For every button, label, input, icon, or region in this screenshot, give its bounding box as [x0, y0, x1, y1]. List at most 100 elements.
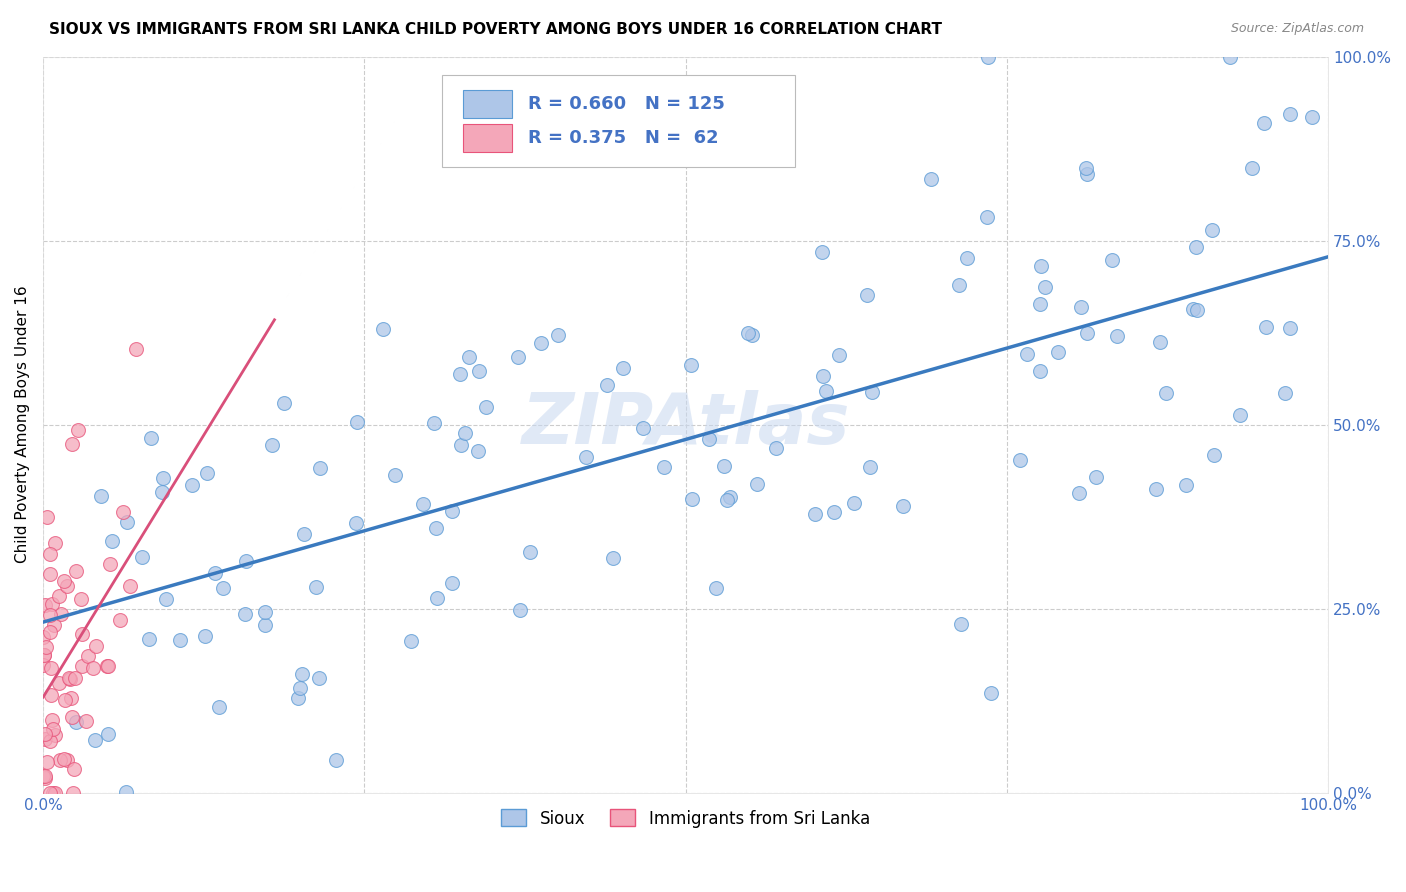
Point — [101, 534, 124, 549]
Point — [70, 659, 93, 673]
Point — [39, 608, 62, 623]
Point — [718, 490, 741, 504]
Point — [765, 441, 787, 455]
Text: Source: ZipAtlas.com: Source: ZipAtlas.com — [1230, 22, 1364, 36]
Point — [842, 496, 865, 510]
Point — [371, 322, 394, 336]
Point — [467, 364, 489, 378]
Point — [1015, 347, 1038, 361]
Point — [287, 690, 309, 705]
Point — [860, 385, 883, 400]
FancyBboxPatch shape — [464, 90, 512, 118]
Point — [1031, 259, 1053, 273]
Point — [39, 786, 62, 800]
Text: R = 0.660   N = 125: R = 0.660 N = 125 — [527, 95, 724, 112]
Point — [41, 598, 63, 612]
Point — [1084, 470, 1107, 484]
Point — [308, 671, 330, 685]
Point — [811, 368, 834, 383]
Point — [48, 589, 70, 603]
Point — [37, 756, 59, 770]
Point — [117, 515, 139, 529]
Point — [425, 521, 447, 535]
Point — [32, 648, 55, 662]
Point — [1010, 452, 1032, 467]
Point — [948, 278, 970, 293]
Point — [1187, 303, 1209, 318]
Point — [346, 415, 368, 429]
Point — [42, 722, 65, 736]
Point — [233, 607, 256, 622]
Point — [1076, 326, 1098, 340]
Point — [426, 591, 449, 605]
Point — [34, 768, 56, 782]
Point — [1202, 448, 1225, 462]
Point — [474, 400, 496, 414]
Point — [1254, 319, 1277, 334]
Point — [399, 633, 422, 648]
Point — [1144, 483, 1167, 497]
Point — [86, 640, 108, 654]
Point — [1067, 485, 1090, 500]
Point — [138, 632, 160, 646]
Point — [859, 459, 882, 474]
Point — [450, 367, 472, 381]
Point — [65, 564, 87, 578]
Point — [82, 661, 104, 675]
Point — [124, 342, 146, 356]
Point — [39, 688, 62, 702]
Point — [152, 471, 174, 485]
Point — [508, 350, 530, 364]
Point — [44, 618, 66, 632]
Point — [1201, 223, 1223, 237]
Point — [208, 700, 231, 714]
Legend: Sioux, Immigrants from Sri Lanka: Sioux, Immigrants from Sri Lanka — [494, 801, 879, 836]
Point — [34, 772, 56, 786]
Point — [204, 566, 226, 581]
FancyBboxPatch shape — [464, 124, 512, 153]
Point — [612, 361, 634, 376]
Point — [169, 633, 191, 648]
Point — [197, 466, 219, 480]
Point — [697, 432, 720, 446]
Text: ZIPAtlas: ZIPAtlas — [522, 390, 849, 459]
Point — [34, 727, 56, 741]
Point — [1076, 167, 1098, 181]
Point — [509, 602, 531, 616]
Point — [53, 751, 76, 765]
Point — [180, 478, 202, 492]
Point — [423, 416, 446, 430]
Point — [305, 581, 328, 595]
Point — [97, 727, 120, 741]
Point — [1301, 110, 1323, 124]
Text: R = 0.375   N =  62: R = 0.375 N = 62 — [527, 129, 718, 147]
Point — [98, 558, 121, 572]
Point — [309, 460, 332, 475]
Point — [291, 667, 314, 681]
Point — [1219, 50, 1241, 64]
Point — [716, 493, 738, 508]
Point — [62, 763, 84, 777]
Point — [59, 691, 82, 706]
Point — [44, 536, 66, 550]
Point — [67, 423, 90, 437]
Point — [828, 348, 851, 362]
Point — [39, 661, 62, 675]
Point — [97, 659, 120, 673]
Point — [1070, 300, 1092, 314]
Point — [384, 467, 406, 482]
Point — [325, 753, 347, 767]
Point — [39, 625, 62, 640]
Point — [1181, 302, 1204, 317]
Point — [1240, 161, 1263, 176]
Point — [41, 714, 63, 728]
Point — [891, 499, 914, 513]
Point — [1279, 106, 1302, 120]
Point — [412, 497, 434, 511]
Point — [631, 420, 654, 434]
Point — [273, 396, 295, 410]
Point — [737, 326, 759, 340]
Point — [32, 658, 55, 673]
Point — [458, 350, 481, 364]
Point — [96, 658, 118, 673]
